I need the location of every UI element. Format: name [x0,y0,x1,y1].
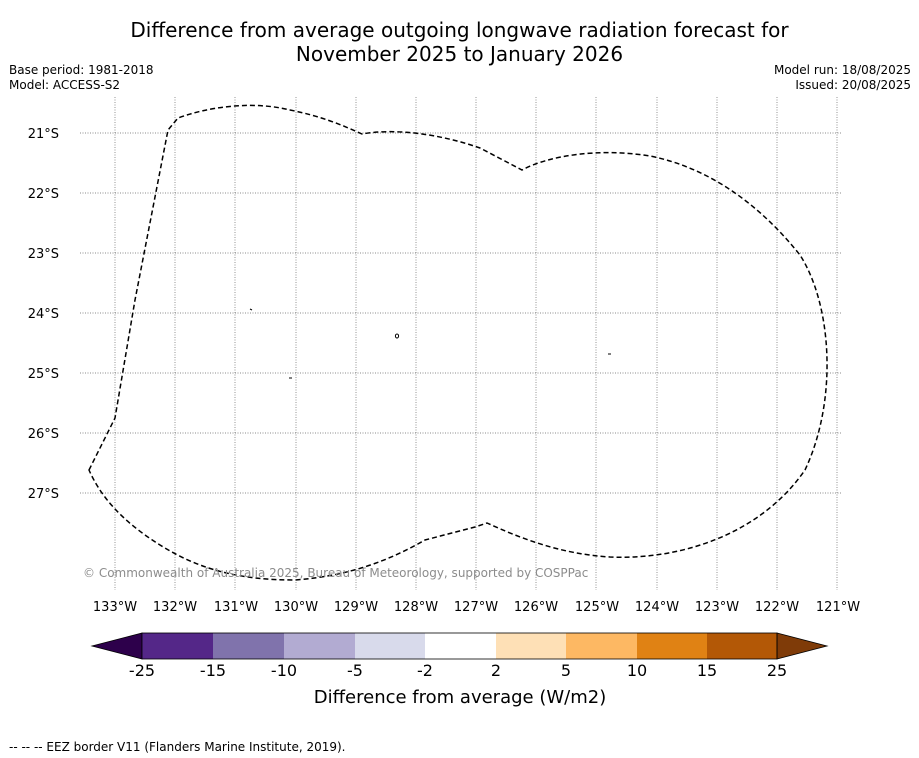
footer-legend: -- -- -- EEZ border V11 (Flanders Marine… [9,740,346,754]
lat-label-27s: 27°S [28,487,59,502]
title-line-1: Difference from average outgoing longwav… [130,18,789,42]
colorbar-tick-10: 10 [627,661,647,680]
colorbar-ticks: -25 -15 -10 -5 -2 2 5 10 15 25 [129,661,787,680]
copyright-notice: © Commonwealth of Australia 2025, Bureau… [83,566,588,580]
lon-label-125w: 125°W [575,600,619,615]
meta-right: Model run: 18/08/2025 Issued: 20/08/2025 [774,63,911,93]
colorbar-seg-4 [355,633,425,659]
lon-label-124w: 124°W [635,600,679,615]
meta-left: Base period: 1981-2018 Model: ACCESS-S2 [9,63,154,93]
colorbar-frame [141,632,778,660]
island-marks [249,308,611,379]
colorbar-tick-m10: -10 [271,661,297,680]
lon-label-129w: 129°W [334,600,378,615]
colorbar-extend-high [776,632,829,660]
lon-label-130w: 130°W [274,600,318,615]
lon-labels: 133°W 132°W 131°W 130°W 129°W 128°W 127°… [93,600,860,615]
colorbar-tick-15: 15 [697,661,717,680]
lon-label-121w: 121°W [816,600,860,615]
lat-labels: 21°S 22°S 23°S 24°S 25°S 26°S 27°S [28,127,59,502]
colorbar-seg-8 [637,633,707,659]
colorbar-tick-m25: -25 [129,661,155,680]
colorbar-seg-7 [566,633,637,659]
colorbar-seg-2 [213,633,284,659]
model-name: Model: ACCESS-S2 [9,78,121,92]
lat-label-21s: 21°S [28,127,59,142]
colorbar-seg-5 [425,633,496,659]
colorbar-seg-9 [707,633,777,659]
lon-label-131w: 131°W [214,600,258,615]
issued-date: Issued: 20/08/2025 [795,78,911,92]
colorbar-tick-m15: -15 [200,661,226,680]
lon-label-127w: 127°W [454,600,498,615]
lon-label-122w: 122°W [755,600,799,615]
eez-border [88,104,828,581]
colorbar-label: Difference from average (W/m2) [314,687,606,708]
colorbar-seg-6 [496,633,566,659]
colorbar-tick-2: 2 [491,661,501,680]
lat-label-26s: 26°S [28,427,59,442]
model-run: Model run: 18/08/2025 [773,63,911,77]
lat-label-24s: 24°S [28,307,59,322]
colorbar [90,632,829,660]
colorbar-tick-25: 25 [767,661,787,680]
lat-label-23s: 23°S [28,247,59,262]
base-period: Base period: 1981-2018 [9,63,154,77]
lat-label-25s: 25°S [28,367,59,382]
map-title: Difference from average outgoing longwav… [0,18,919,66]
colorbar-tick-m5: -5 [347,661,363,680]
lon-label-126w: 126°W [514,600,558,615]
lat-label-22s: 22°S [28,187,59,202]
colorbar-extend-low [90,632,143,660]
lon-label-133w: 133°W [93,600,137,615]
lon-label-128w: 128°W [394,600,438,615]
lon-label-132w: 132°W [153,600,197,615]
colorbar-seg-1 [142,633,213,659]
gridlines [80,97,842,590]
colorbar-seg-3 [284,633,355,659]
colorbar-tick-5: 5 [561,661,571,680]
lon-label-123w: 123°W [695,600,739,615]
title-line-2: November 2025 to January 2026 [295,42,624,66]
colorbar-tick-m2: -2 [417,661,433,680]
